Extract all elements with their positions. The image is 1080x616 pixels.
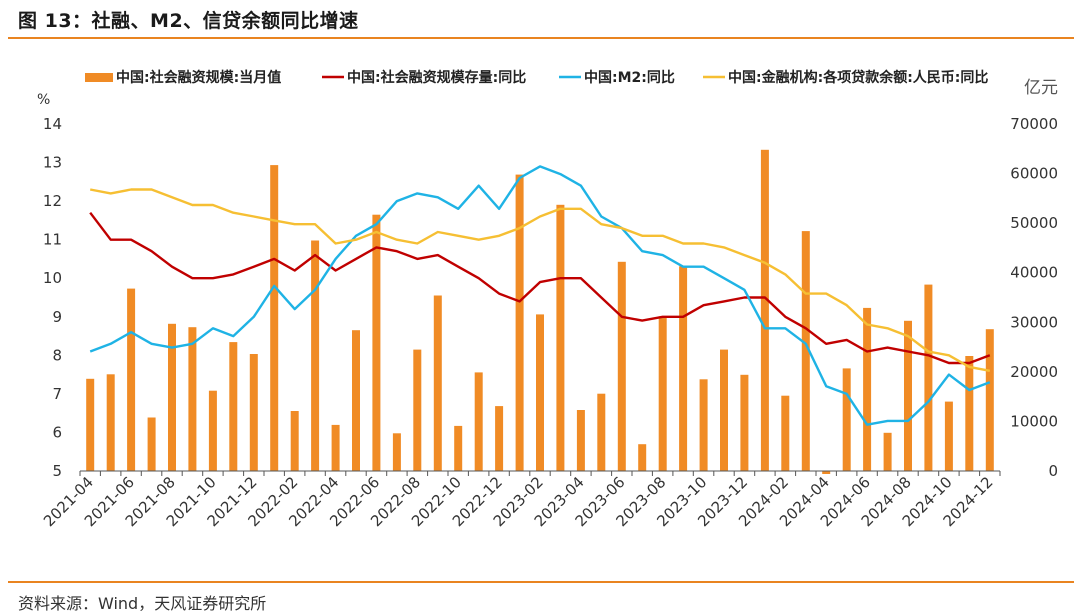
bar-2022-02 (290, 411, 299, 471)
bar-2021-12 (249, 354, 258, 471)
bar-2024-06 (863, 307, 872, 471)
bar-2021-08 (168, 323, 176, 471)
bar-2022-07 (392, 433, 401, 471)
y-left-tick-label: 11 (43, 231, 62, 249)
bar-2023-08 (658, 316, 667, 471)
bar-2022-11 (474, 372, 483, 471)
y-right-tick-label: 40000 (1010, 264, 1058, 282)
y-left-tick-label: 14 (43, 115, 62, 133)
y-right-tick-label: 0 (1048, 462, 1058, 480)
bar-2023-04 (576, 410, 585, 471)
bar-2024-01 (760, 149, 769, 472)
bar-2024-09 (924, 284, 933, 471)
y-left-tick-label: 12 (43, 192, 62, 210)
y-right-tick-label: 50000 (1010, 214, 1058, 232)
source-note: 资料来源：Wind，天风证券研究所 (18, 594, 267, 613)
source-divider (8, 581, 1074, 583)
bar-2024-10 (944, 401, 953, 471)
bar-2022-10 (454, 425, 463, 471)
bar-2024-05 (842, 368, 851, 471)
bar-2023-09 (679, 266, 688, 471)
bar-2023-02 (536, 314, 544, 471)
bar-2022-01 (270, 165, 279, 471)
bar-2021-07 (147, 417, 156, 471)
bar-2024-02 (781, 395, 790, 471)
bar-2022-05 (352, 330, 360, 471)
left-axis-unit: % (37, 92, 50, 108)
legend-swatch-bar (85, 73, 113, 82)
y-right-tick-label: 30000 (1010, 313, 1058, 331)
bar-2023-10 (699, 379, 708, 471)
bar-2021-04 (86, 378, 95, 471)
bar-2024-08 (904, 320, 912, 471)
chart-svg: 中国:社会融资规模:当月值 中国:社会融资规模存量:同比 中国:M2:同比 中国… (37, 69, 1058, 530)
line-series (89, 165, 991, 426)
bar-2021-09 (188, 327, 197, 471)
bar-2024-07 (883, 432, 892, 471)
y-left-tick-label: 13 (43, 154, 62, 172)
y-right-tick-label: 60000 (1010, 165, 1058, 183)
bar-2023-12 (740, 374, 749, 471)
bar-series (86, 149, 994, 474)
chart-legend: 中国:社会融资规模:当月值 中国:社会融资规模存量:同比 中国:M2:同比 中国… (85, 69, 988, 86)
bar-2021-11 (229, 342, 238, 471)
bar-2023-11 (720, 349, 728, 471)
y-left-tick-label: 10 (43, 269, 62, 287)
bar-2024-04 (822, 471, 831, 474)
y-right-tick-label: 20000 (1010, 363, 1058, 381)
y-left-tick-label: 5 (52, 462, 62, 480)
bar-2023-03 (556, 204, 565, 472)
bar-2023-07 (638, 444, 647, 471)
legend-label-tsf: 中国:社会融资规模存量:同比 (347, 69, 526, 86)
bar-2021-06 (127, 288, 136, 471)
legend-label-bar: 中国:社会融资规模:当月值 (116, 69, 281, 86)
y-right-tick-label: 70000 (1010, 115, 1058, 133)
bar-2022-12 (495, 406, 504, 471)
title-divider (8, 37, 1074, 39)
bar-2021-10 (208, 390, 217, 471)
legend-label-m2: 中国:M2:同比 (584, 69, 675, 86)
y-left-tick-label: 9 (52, 308, 62, 326)
bar-2024-12 (985, 329, 994, 471)
bar-2022-09 (433, 295, 442, 471)
right-axis-unit: 亿元 (1024, 78, 1058, 98)
loan-yoy-line (89, 188, 991, 372)
y-right-tick-label: 10000 (1010, 412, 1058, 430)
y-left-tick-label: 8 (52, 346, 62, 364)
bar-2022-03 (311, 240, 320, 471)
bar-2024-03 (801, 231, 810, 471)
bar-2023-06 (617, 261, 626, 471)
legend-label-loan: 中国:金融机构:各项贷款余额:人民币:同比 (728, 69, 988, 86)
m2-yoy-line (89, 165, 991, 426)
bar-2022-06 (372, 214, 381, 471)
bar-2022-08 (413, 349, 422, 471)
bar-2024-11 (965, 356, 974, 471)
y-left-tick-label: 7 (52, 385, 62, 403)
bar-2021-05 (106, 374, 115, 471)
bar-2022-04 (331, 424, 340, 471)
bar-2023-05 (597, 393, 606, 471)
tsf-yoy-line (89, 211, 991, 365)
bar-2023-01 (515, 174, 524, 471)
figure-title: 图 13：社融、M2、信贷余额同比增速 (18, 10, 359, 32)
y-left-tick-label: 6 (52, 423, 62, 441)
